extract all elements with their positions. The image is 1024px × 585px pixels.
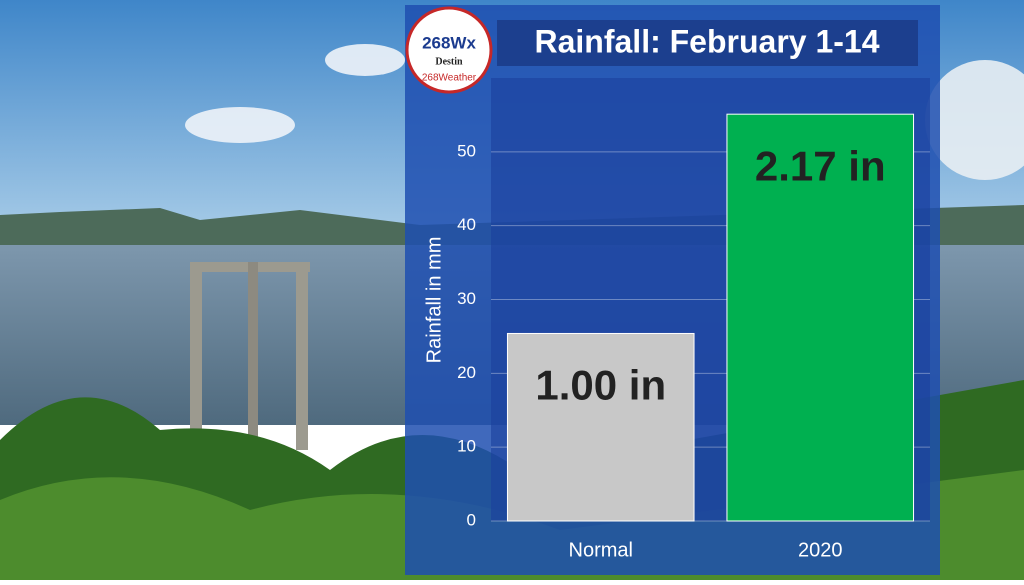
y-tick-label: 10 [457, 437, 476, 456]
x-tick-label: 2020 [798, 539, 843, 561]
y-axis-label: Rainfall in mm [423, 237, 445, 364]
logo-city: Destin [435, 56, 463, 67]
y-tick-label: 20 [457, 363, 476, 382]
y-tick-label: 40 [457, 215, 476, 234]
value-label: 2.17 in [755, 142, 886, 189]
logo: 268Wx Destin 268Weather [405, 6, 493, 94]
logo-brand: 268Wx [422, 33, 476, 52]
y-tick-label: 0 [467, 510, 476, 529]
bar [726, 113, 915, 522]
chart-title: Rainfall: February 1-14 [535, 23, 880, 59]
y-tick-label: 50 [457, 141, 476, 160]
logo-badge [405, 6, 493, 94]
value-label: 1.00 in [535, 362, 666, 409]
logo-handle: 268Weather [422, 73, 477, 84]
bar [506, 332, 695, 522]
title-box [497, 20, 918, 66]
x-tick-label: Normal [569, 539, 633, 561]
y-tick-label: 30 [457, 289, 476, 308]
